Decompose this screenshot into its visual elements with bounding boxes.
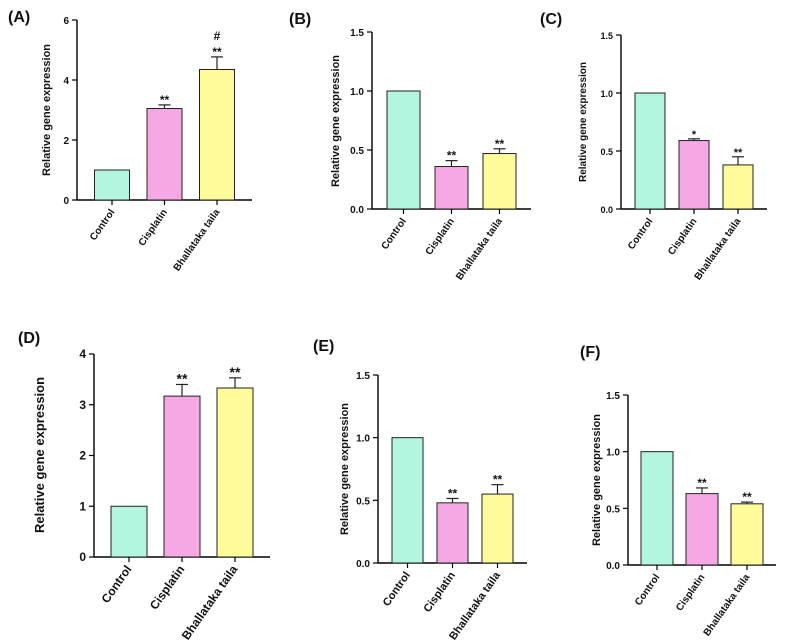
category-label: Control [380, 216, 410, 252]
panel-f: (F) Relative gene expression 0.0 0.5 1.0 1.5 C… [580, 344, 776, 638]
bar-bhallataka-taila [730, 503, 764, 566]
bar-control [391, 437, 424, 564]
panel-label: (F) [580, 344, 600, 361]
bar-cisplatin [163, 395, 201, 558]
bar-control [110, 505, 148, 558]
y-tick-label: 1.5 [356, 371, 370, 382]
category-label: Cisplatin [137, 207, 170, 248]
significance-mark: ** [495, 137, 505, 151]
significance-mark: ** [734, 147, 743, 159]
y-tick-label: 4 [79, 347, 86, 361]
y-tick-label: 3 [79, 398, 86, 412]
category-label: Control [381, 570, 413, 609]
y-tick-label: 1 [79, 499, 86, 513]
y-tick-label: 0 [79, 550, 86, 564]
category-label: Bhallataka taila [454, 216, 505, 282]
significance-mark: ** [177, 370, 188, 386]
y-tick-label: 0.5 [356, 496, 370, 507]
y-tick-label: 0.0 [356, 559, 370, 570]
y-tick-label: 1.0 [600, 89, 613, 99]
significance-mark: ** [230, 364, 241, 380]
bar-bhallataka-taila [199, 69, 235, 201]
panel-label: (D) [18, 330, 40, 347]
y-axis-label: Relative gene expression [339, 403, 351, 535]
category-label: Cisplatin [424, 216, 457, 257]
bar-cisplatin [436, 502, 469, 564]
y-tick-label: 0.0 [350, 205, 364, 216]
y-axis-label: Relative gene expression [578, 62, 589, 182]
bar-bhallataka-taila [482, 153, 517, 210]
category-label: Bhallataka taila [447, 569, 503, 642]
y-tick-label: 2 [79, 449, 86, 463]
panel-e: (E) Relative gene expression 0.0 0.5 1.0 1.5 C… [313, 338, 527, 642]
y-tick-label: 1.5 [606, 391, 620, 402]
significance-mark: ** [697, 476, 707, 490]
y-axis-label: Relative gene expression [41, 44, 53, 176]
panel-label: (A) [8, 9, 30, 26]
bar-control [386, 90, 421, 210]
significance-mark: ** [742, 490, 752, 504]
bar-bhallataka-taila [216, 387, 254, 558]
y-tick-label: 1.5 [350, 28, 364, 39]
bar-cisplatin [685, 493, 719, 566]
y-tick-label: 2 [63, 136, 69, 147]
category-label: Cisplatin [147, 563, 188, 613]
category-label: Bhallataka taila [172, 207, 223, 273]
category-label: Cisplatin [674, 572, 707, 613]
bar-bhallataka-taila [481, 493, 514, 564]
significance-mark: ** [447, 149, 457, 163]
significance-mark: # [214, 29, 221, 43]
bar-cisplatin [678, 140, 710, 210]
y-tick-label: 1.0 [356, 434, 370, 445]
bar-bhallataka-taila [722, 164, 754, 210]
category-label: Bhallataka taila [702, 572, 753, 638]
y-tick-label: 6 [63, 16, 69, 27]
y-axis-label: Relative gene expression [330, 55, 342, 187]
panel-c: (C) Relative gene expression 0.0 0.5 1.0 1.5 C… [540, 11, 767, 282]
panel-label: (B) [289, 11, 311, 28]
bar-control [640, 451, 674, 566]
significance-mark: * [692, 129, 697, 141]
panel-b: (B) Relative gene expression 0.0 0.5 1.0 1.5 C… [289, 11, 531, 282]
y-axis-label: Relative gene expression [32, 377, 47, 533]
significance-mark: ** [493, 473, 503, 487]
bar-cisplatin [434, 166, 469, 210]
y-tick-label: 0 [63, 196, 69, 207]
significance-mark: ** [212, 45, 222, 59]
panel-a: (A) Relative gene expression 0 2 4 6 Control **… [8, 9, 252, 273]
y-tick-label: 0.0 [606, 561, 620, 572]
category-label: Cisplatin [666, 216, 699, 257]
panel-label: (C) [540, 11, 562, 28]
bar-control [634, 92, 666, 210]
category-label: Bhallataka taila [179, 562, 241, 642]
category-label: Bhallataka taila [693, 216, 744, 282]
bar-cisplatin [146, 108, 183, 201]
y-tick-label: 0.5 [350, 146, 364, 157]
category-label: Control [99, 563, 135, 606]
y-axis-label: Relative gene expression [591, 414, 603, 546]
y-tick-label: 0.5 [600, 147, 613, 157]
y-tick-label: 0.0 [600, 205, 613, 215]
y-tick-label: 0.5 [606, 504, 620, 515]
y-tick-label: 1.0 [350, 87, 364, 98]
category-label: Control [633, 572, 663, 608]
category-label: Cisplatin [421, 570, 458, 615]
panel-label: (E) [313, 338, 334, 355]
y-tick-label: 4 [63, 76, 69, 87]
y-tick-label: 1.5 [600, 31, 613, 41]
panel-d: (D) Relative gene expression 0 1 2 3 4 Control *… [18, 330, 270, 642]
y-tick-label: 1.0 [606, 448, 620, 459]
significance-mark: ** [160, 93, 170, 107]
category-label: Control [88, 207, 118, 243]
significance-mark: ** [448, 486, 458, 500]
bar-control [94, 169, 130, 201]
category-label: Control [626, 216, 656, 252]
